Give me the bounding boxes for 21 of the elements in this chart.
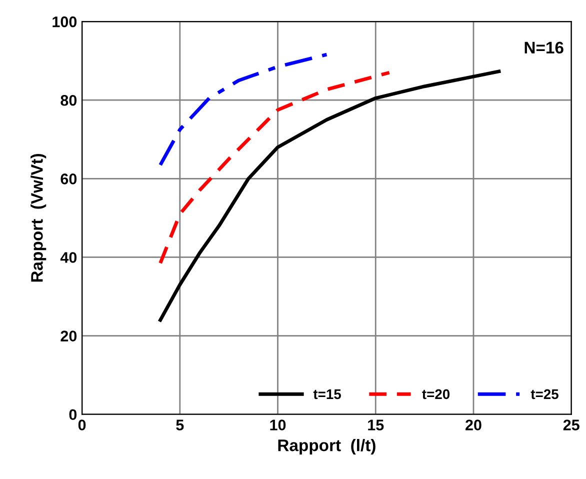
x-tick-label: 25 xyxy=(563,420,580,430)
y-tick-label: 40 xyxy=(60,252,77,263)
x-tick-label: 10 xyxy=(270,420,286,430)
y-tick-label: 100 xyxy=(52,16,77,28)
y-tick-label: 20 xyxy=(60,330,77,342)
y-tick-label: 0 xyxy=(69,409,77,420)
x-tick-label: 20 xyxy=(466,420,482,430)
y-axis-title: Rapport (Vw/Vt) xyxy=(30,154,46,282)
line-series xyxy=(158,52,328,167)
legend-label: t=20 xyxy=(422,389,450,400)
x-tick-label: 15 xyxy=(368,420,384,430)
line-series xyxy=(158,70,501,322)
y-tick-label: 80 xyxy=(60,94,77,106)
legend-label: t=15 xyxy=(313,389,341,400)
y-tick-label: 60 xyxy=(60,174,77,184)
x-tick-label: 5 xyxy=(176,420,184,430)
annotation: N=16 xyxy=(524,42,564,54)
line-series xyxy=(158,70,392,265)
x-axis-title: Rapport (l/t) xyxy=(278,438,376,455)
legend-label: t=25 xyxy=(530,389,558,400)
x-tick-label: 0 xyxy=(78,420,86,430)
